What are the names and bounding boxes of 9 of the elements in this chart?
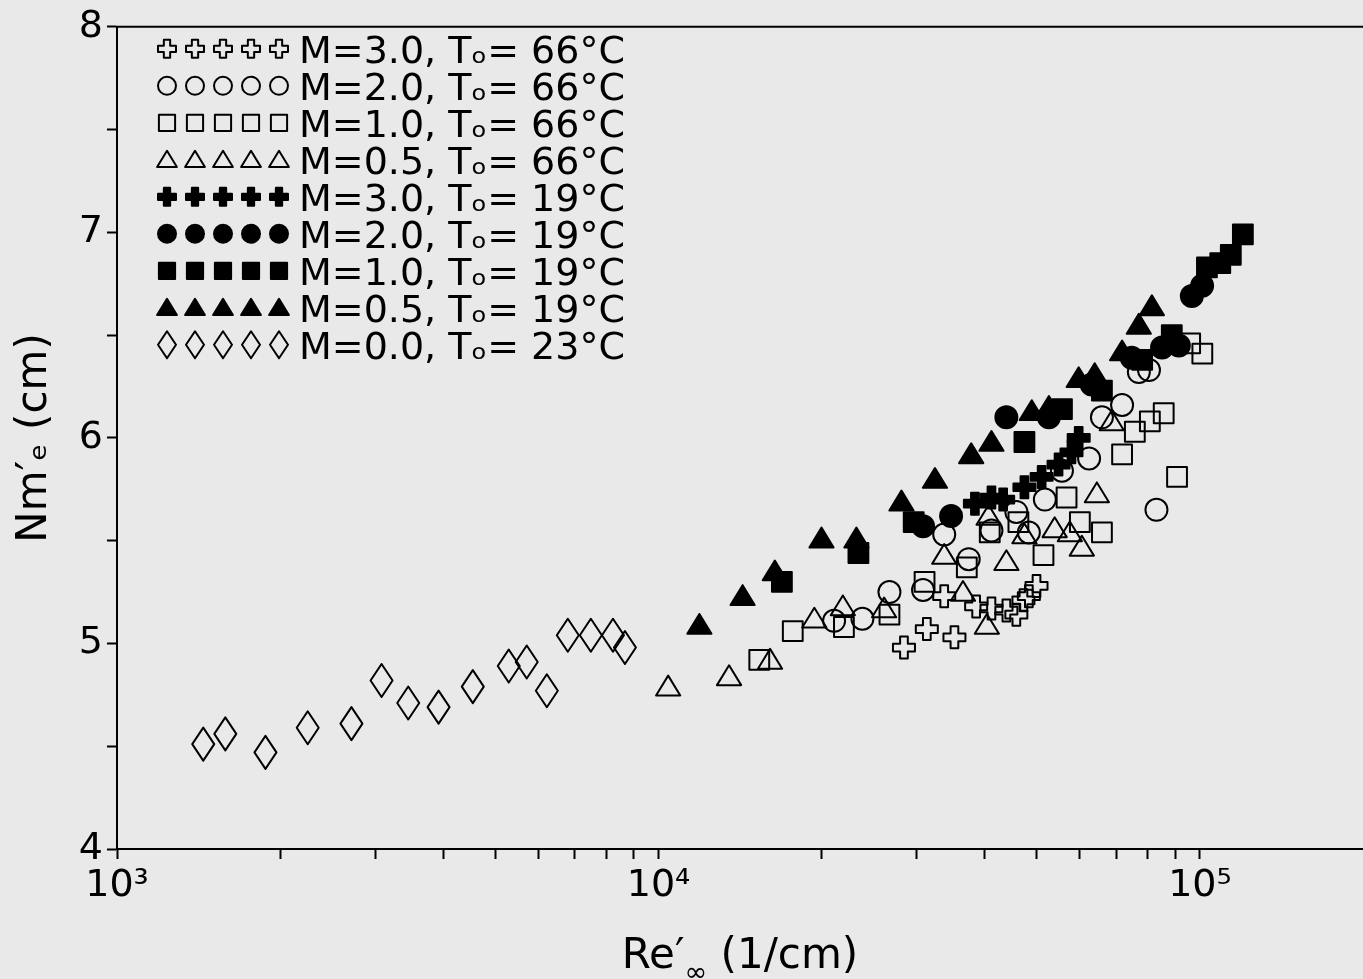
- y-tick-label: 8: [78, 1, 103, 46]
- legend-label: M=3.0, Tₒ= 66°C: [299, 27, 625, 72]
- x-tick-label: 10⁴: [626, 860, 691, 905]
- y-tick-label: 7: [78, 207, 103, 252]
- x-tick-label: 10⁵: [1168, 860, 1232, 905]
- y-tick-label: 5: [78, 618, 103, 663]
- x-axis-title: Re′∞ (1/cm): [621, 929, 859, 979]
- y-axis-title: Nm′ₑ (cm): [7, 333, 56, 543]
- y-tick-label: 6: [78, 412, 103, 457]
